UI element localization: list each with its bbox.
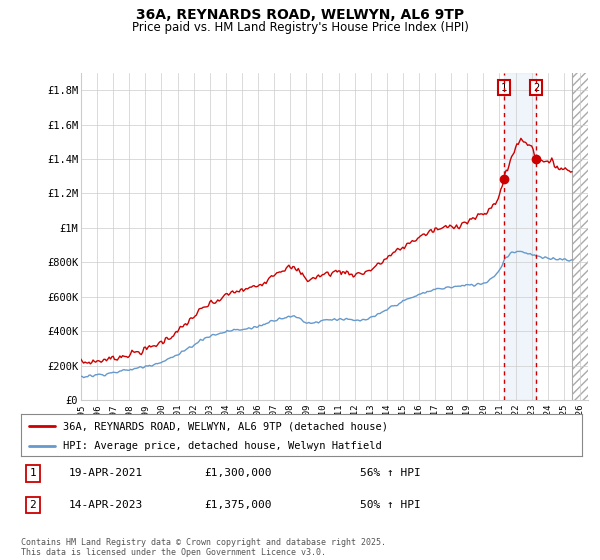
Text: £1,300,000: £1,300,000 xyxy=(204,468,271,478)
Text: 2: 2 xyxy=(29,500,37,510)
Text: 2: 2 xyxy=(533,82,539,92)
Text: HPI: Average price, detached house, Welwyn Hatfield: HPI: Average price, detached house, Welw… xyxy=(63,441,382,451)
Text: 14-APR-2023: 14-APR-2023 xyxy=(69,500,143,510)
Bar xyxy=(504,73,536,400)
Text: £1,375,000: £1,375,000 xyxy=(204,500,271,510)
Text: Price paid vs. HM Land Registry's House Price Index (HPI): Price paid vs. HM Land Registry's House … xyxy=(131,21,469,34)
Text: Contains HM Land Registry data © Crown copyright and database right 2025.
This d: Contains HM Land Registry data © Crown c… xyxy=(21,538,386,557)
Bar xyxy=(572,73,588,400)
Text: 56% ↑ HPI: 56% ↑ HPI xyxy=(360,468,421,478)
Text: 50% ↑ HPI: 50% ↑ HPI xyxy=(360,500,421,510)
Text: 19-APR-2021: 19-APR-2021 xyxy=(69,468,143,478)
Text: 36A, REYNARDS ROAD, WELWYN, AL6 9TP: 36A, REYNARDS ROAD, WELWYN, AL6 9TP xyxy=(136,8,464,22)
Text: 36A, REYNARDS ROAD, WELWYN, AL6 9TP (detached house): 36A, REYNARDS ROAD, WELWYN, AL6 9TP (det… xyxy=(63,421,388,431)
Text: 1: 1 xyxy=(501,82,507,92)
Text: 1: 1 xyxy=(29,468,37,478)
